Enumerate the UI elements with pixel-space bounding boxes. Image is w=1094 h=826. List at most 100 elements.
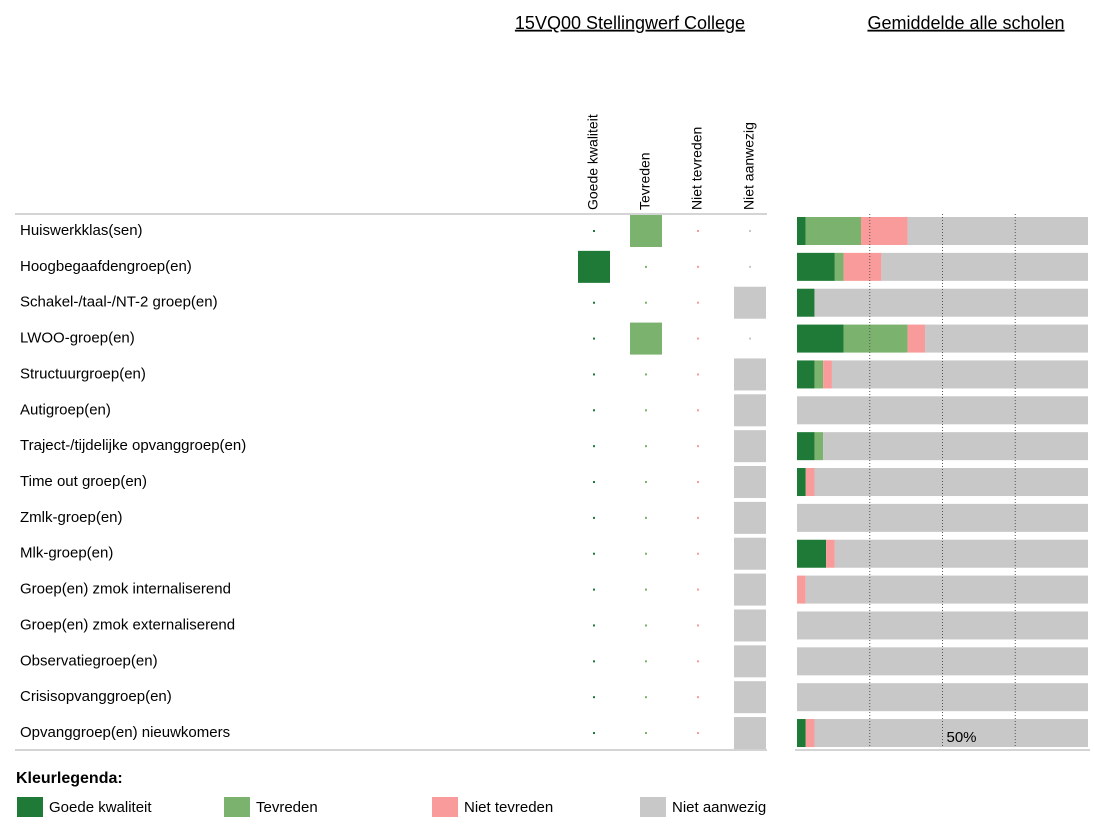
indicator-dot [645, 301, 647, 304]
row-label: Mlk-groep(en) [20, 545, 113, 562]
row-label: Crisisopvanggroep(en) [20, 688, 172, 705]
indicator-dot [697, 373, 699, 376]
indicator-square [734, 501, 766, 534]
row-label: Time out groep(en) [20, 473, 147, 490]
bar-segment [797, 324, 844, 353]
indicator-dot [697, 265, 699, 268]
row-label: Traject-/tijdelijke opvanggroep(en) [20, 437, 246, 454]
legend-swatch [432, 797, 458, 817]
indicator-square [734, 537, 766, 570]
indicator-dot [593, 516, 595, 519]
indicator-square [734, 358, 766, 391]
bar-segment [814, 719, 1088, 748]
bar-segment [907, 324, 926, 353]
indicator-dot [593, 301, 595, 304]
row-label: Schakel-/taal-/NT-2 groep(en) [20, 294, 218, 311]
bar-segment [814, 432, 824, 461]
bar-segment [797, 432, 815, 461]
row-label: Zmlk-groep(en) [20, 509, 123, 526]
indicator-dot [697, 732, 699, 735]
indicator-square [734, 430, 766, 463]
indicator-dot [593, 696, 595, 699]
bar-segment [797, 575, 806, 604]
x-tick-label: 50% [947, 729, 977, 746]
bar-segment [861, 217, 908, 245]
indicator-dot [645, 265, 647, 268]
bar-segment [797, 719, 806, 748]
indicator-square [734, 645, 766, 678]
bar-segment [823, 432, 1088, 461]
indicator-dot [697, 230, 699, 232]
bar-segment [805, 217, 862, 245]
indicator-dot [593, 588, 595, 591]
legend-label: Niet aanwezig [672, 799, 766, 816]
indicator-square [734, 717, 766, 750]
indicator-square [734, 286, 766, 319]
indicator-square [734, 394, 766, 427]
indicator-dot [645, 624, 647, 627]
legend-swatch [224, 797, 250, 817]
bar-segment [805, 468, 815, 497]
row-label: Huiswerkklas(sen) [20, 222, 143, 239]
indicator-dot [593, 230, 595, 232]
row-label: Observatiegroep(en) [20, 652, 158, 669]
indicator-dot [645, 516, 647, 519]
indicator-dot [697, 516, 699, 519]
bar-segment [797, 539, 827, 568]
indicator-dot [749, 265, 751, 268]
column-header: Niet tevreden [689, 127, 705, 210]
column-header: Goede kwaliteit [585, 114, 601, 210]
indicator-square [734, 573, 766, 606]
indicator-dot [749, 337, 751, 340]
indicator-dot [645, 409, 647, 412]
indicator-dot [645, 373, 647, 376]
indicator-square [734, 609, 766, 642]
indicator-dot [697, 624, 699, 627]
chart-title: 15VQ00 Stellingwerf College [515, 13, 745, 33]
indicator-dot [593, 373, 595, 376]
bar-segment [823, 360, 832, 389]
indicator-square [734, 466, 766, 499]
indicator-dot [593, 660, 595, 663]
indicator-square [630, 215, 662, 247]
bar-segment [814, 468, 1088, 497]
indicator-square [630, 322, 662, 355]
bar-segment [826, 539, 835, 568]
bar-segment [797, 217, 806, 245]
bar-segment [805, 719, 815, 748]
indicator-square [578, 250, 610, 283]
bar-segment [834, 539, 1088, 568]
row-label: Structuurgroep(en) [20, 365, 146, 382]
row-label: Groep(en) zmok externaliserend [20, 616, 235, 633]
indicator-dot [697, 445, 699, 448]
bar-segment [805, 575, 1088, 604]
row-label: LWOO-groep(en) [20, 330, 135, 347]
legend-swatch [17, 797, 43, 817]
column-header: Tevreden [637, 152, 653, 210]
indicator-dot [645, 552, 647, 555]
bar-segment [814, 288, 1088, 317]
legend-label: Tevreden [256, 799, 318, 816]
row-label: Opvanggroep(en) nieuwkomers [20, 724, 230, 741]
row-label: Autigroep(en) [20, 401, 111, 418]
indicator-dot [593, 552, 595, 555]
indicator-dot [697, 481, 699, 484]
bar-segment [843, 252, 882, 281]
indicator-dot [593, 481, 595, 484]
indicator-dot [697, 301, 699, 304]
bar-segment [925, 324, 1088, 353]
indicator-dot [697, 696, 699, 699]
indicator-dot [593, 409, 595, 412]
indicator-dot [749, 230, 751, 232]
legend-label: Goede kwaliteit [49, 799, 152, 816]
row-label: Groep(en) zmok internaliserend [20, 581, 231, 598]
bar-segment [843, 324, 908, 353]
indicator-dot [593, 445, 595, 448]
indicator-dot [645, 732, 647, 735]
bar-segment [814, 360, 824, 389]
indicator-dot [645, 696, 647, 699]
bar-segment [797, 288, 815, 317]
bar-segment [797, 252, 835, 281]
row-label: Hoogbegaafdengroep(en) [20, 258, 192, 275]
